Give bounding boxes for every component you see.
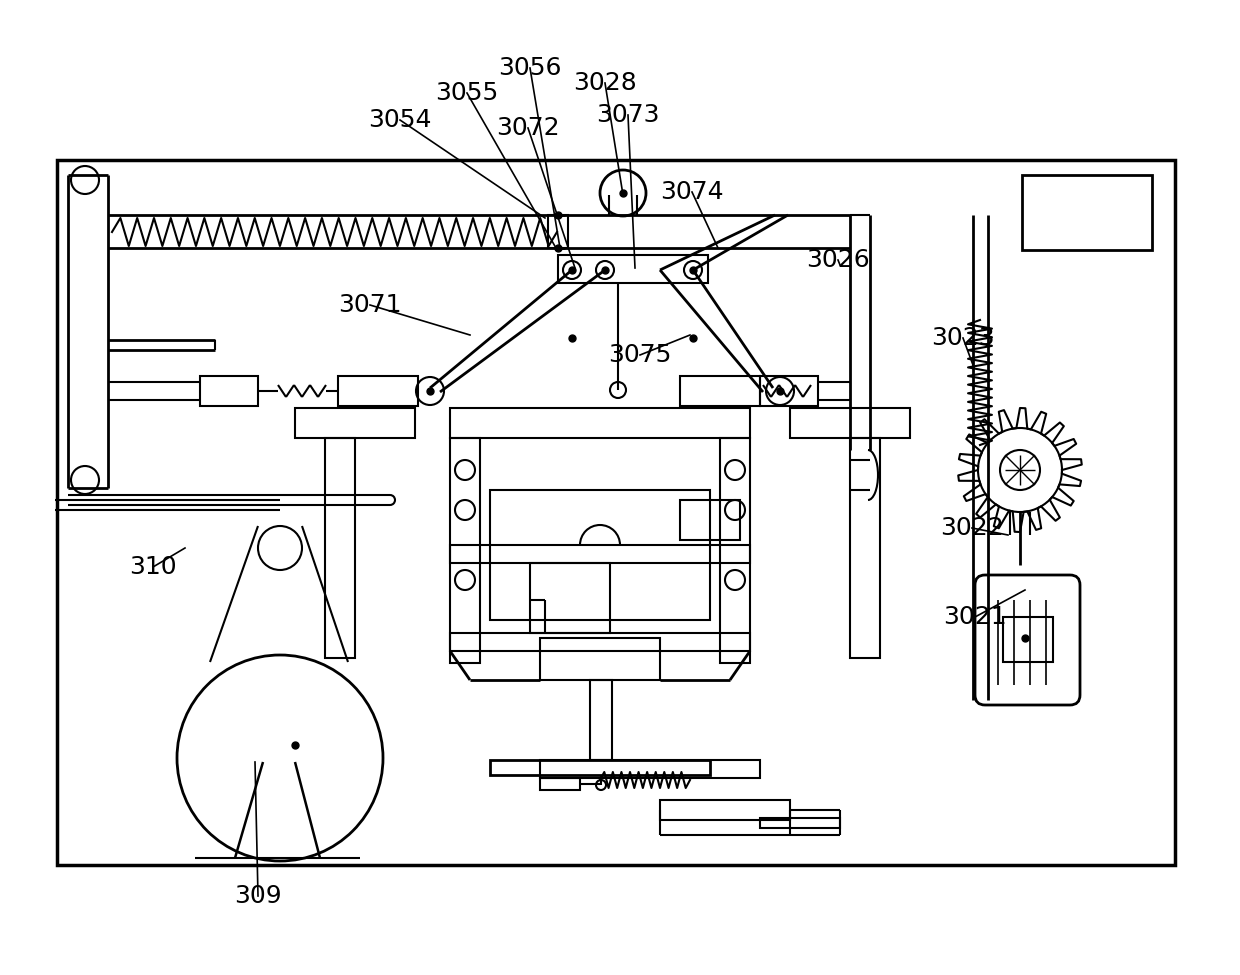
Bar: [539, 760, 760, 778]
Bar: [558, 255, 708, 283]
Bar: [1022, 175, 1152, 250]
Text: 3056: 3056: [498, 56, 562, 80]
Text: 3054: 3054: [368, 108, 432, 132]
Bar: [680, 376, 760, 406]
Bar: [539, 638, 660, 680]
Bar: [790, 408, 910, 438]
Bar: [450, 438, 480, 663]
Bar: [325, 438, 355, 658]
Bar: [720, 438, 750, 663]
Text: 3028: 3028: [573, 71, 637, 95]
Bar: [529, 563, 610, 633]
Bar: [450, 545, 750, 563]
Text: 310: 310: [129, 555, 177, 579]
Bar: [760, 376, 818, 406]
Text: 309: 309: [234, 884, 281, 908]
Text: 3072: 3072: [496, 116, 559, 140]
FancyBboxPatch shape: [975, 575, 1080, 705]
Bar: [590, 680, 613, 760]
Bar: [680, 500, 740, 540]
Bar: [200, 376, 258, 406]
Text: 3022: 3022: [940, 516, 1004, 540]
Text: 3026: 3026: [806, 248, 870, 272]
Bar: [760, 818, 839, 828]
Text: 3023: 3023: [931, 326, 994, 350]
Bar: [450, 408, 750, 438]
Bar: [490, 490, 711, 620]
Bar: [490, 760, 711, 775]
Text: 3071: 3071: [339, 293, 402, 317]
Bar: [1003, 617, 1053, 662]
Bar: [339, 376, 418, 406]
Text: 3075: 3075: [609, 343, 672, 367]
Bar: [450, 633, 750, 651]
Text: 3073: 3073: [596, 103, 660, 127]
Bar: [57, 160, 1176, 865]
Text: 3074: 3074: [660, 180, 724, 204]
Bar: [548, 215, 568, 248]
Bar: [849, 438, 880, 658]
Text: 3021: 3021: [944, 605, 1007, 629]
Text: 3055: 3055: [435, 81, 498, 105]
Bar: [539, 778, 580, 790]
Bar: [660, 800, 790, 820]
Bar: [295, 408, 415, 438]
